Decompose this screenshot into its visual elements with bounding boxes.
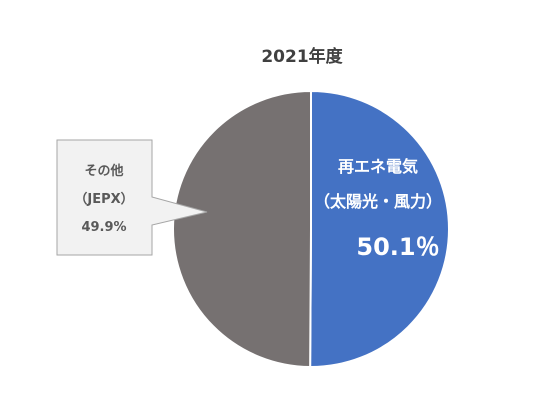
slice-label-renewable-line1: 再エネ電気 <box>338 157 418 176</box>
slice-value-label-other: 49.9% <box>81 220 126 235</box>
slice-value-label-renewable: 50.1％ <box>356 233 439 261</box>
slice-label-renewable-line2: （太陽光・風力） <box>314 192 442 211</box>
slice-label-other-line1: その他 <box>84 163 123 179</box>
chart-title: 2021年度 <box>261 46 343 67</box>
pie-slice-renewable <box>309 89 450 368</box>
slice-label-other-line2: （JEPX） <box>74 191 133 207</box>
pie-slice-other <box>172 89 312 369</box>
pie-slices <box>172 89 450 369</box>
callout-box-other <box>56 139 208 256</box>
